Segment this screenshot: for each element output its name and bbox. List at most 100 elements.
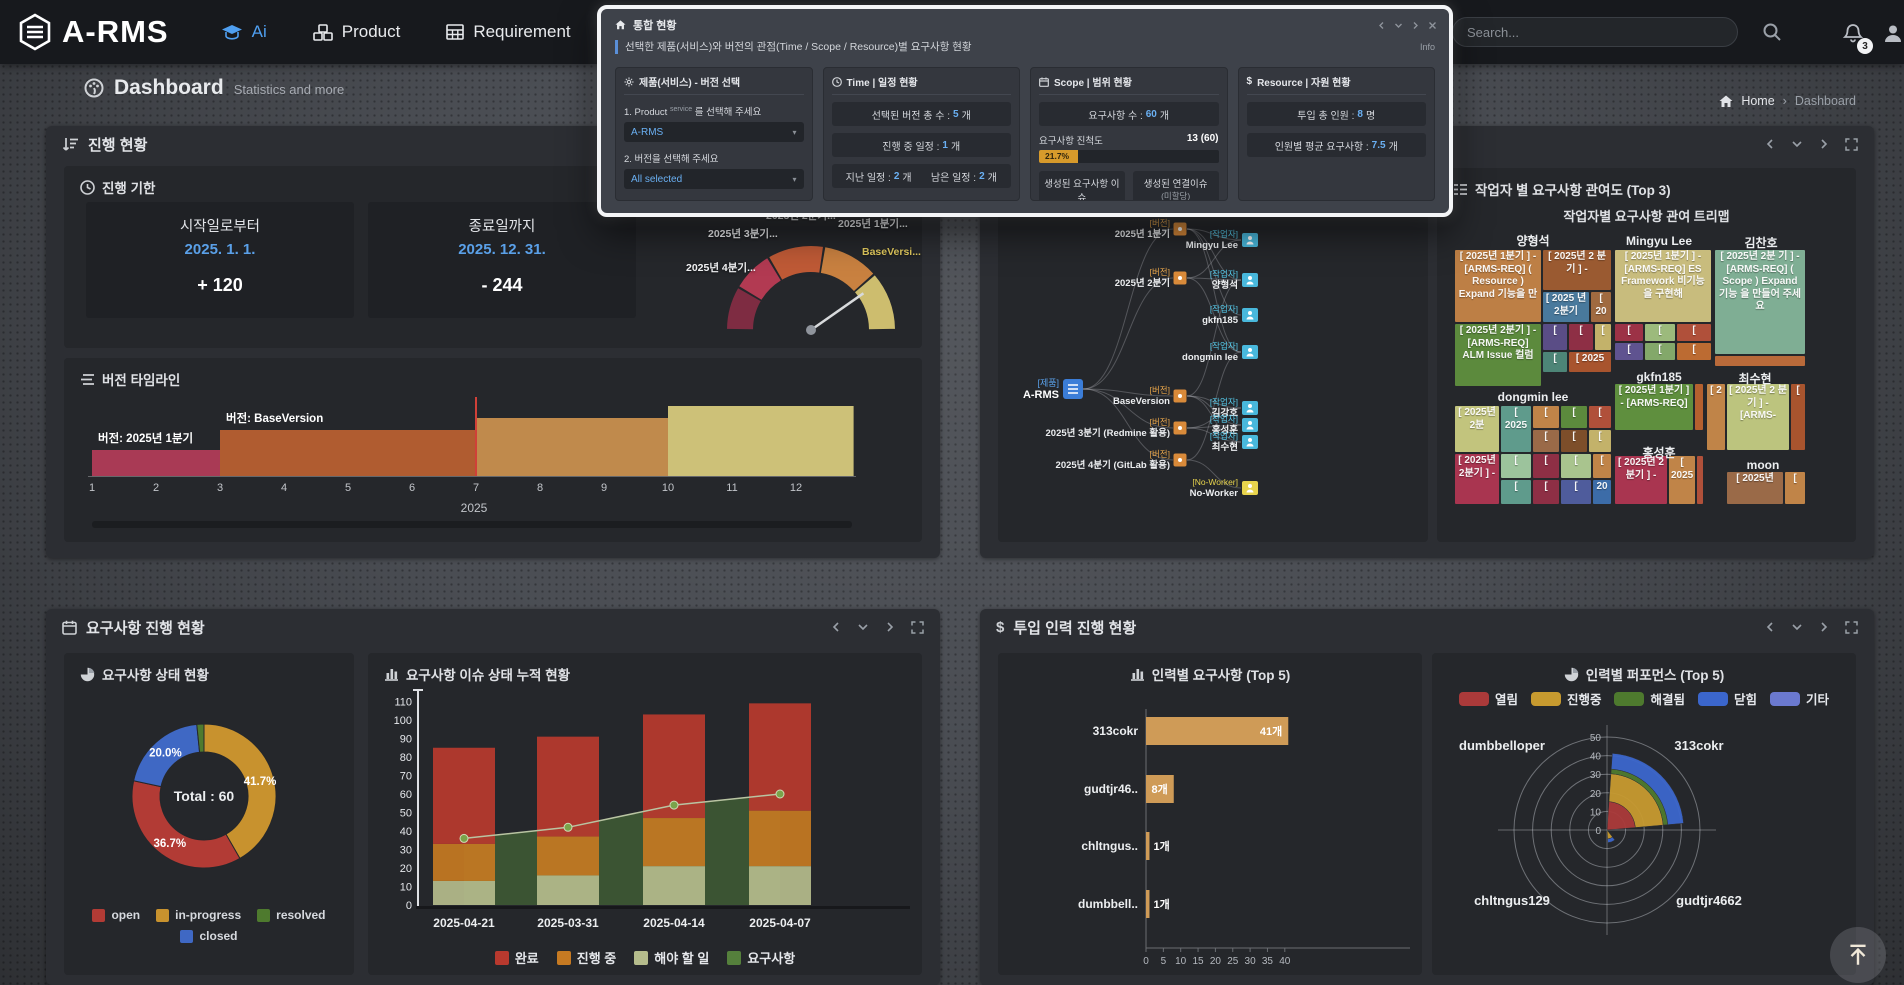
expand-icon[interactable] <box>911 620 924 634</box>
search-input[interactable] <box>1467 24 1723 40</box>
modal-subtitle: 선택한 제품(서비스)와 버전의 관점(Time / Scope / Resou… <box>625 41 972 53</box>
treemap-cell: [ <box>1593 454 1611 478</box>
r-tick-label: 0 <box>1595 826 1601 837</box>
expand-icon[interactable] <box>1845 137 1858 151</box>
bell-icon[interactable] <box>1842 22 1864 44</box>
chevron-right-icon[interactable] <box>1411 21 1420 30</box>
product-select[interactable]: A-RMS ▾ <box>624 122 804 142</box>
scroll-to-top-button[interactable] <box>1830 927 1886 983</box>
y-tick-label: 40 <box>400 826 412 838</box>
progress-fill: 21.7% <box>1039 150 1078 163</box>
value-label: 1개 <box>1153 839 1169 853</box>
breadcrumb-home[interactable]: Home <box>1741 94 1775 108</box>
treemap-cell <box>1715 356 1805 366</box>
chevron-down-icon[interactable] <box>1394 21 1403 30</box>
x-tick-label: 5 <box>1161 956 1167 967</box>
issue-stack-card: 요구사항 이슈 상태 누적 현황 2025-04-21 2025-03-31 202… <box>368 653 922 975</box>
treemap-cell: [ <box>1645 343 1675 360</box>
end-date-value: 2025. 12. 31. <box>458 241 546 258</box>
status-donut-chart: 41.7% 36.7% 20.0% Total : 60 <box>64 691 354 901</box>
treemap-group-label: 홍성훈 <box>1642 446 1676 460</box>
treemap-cell: [ <box>1533 406 1559 428</box>
nav-item-product[interactable]: Product <box>312 22 400 42</box>
stream-icon <box>81 373 94 385</box>
y-tick-label: 50 <box>400 808 412 820</box>
treemap-cell: [ <box>1677 324 1711 341</box>
chevron-left-icon[interactable] <box>830 621 842 633</box>
stack-title: 요구사항 이슈 상태 누적 현황 <box>406 668 571 683</box>
treemap-cell: [ <box>1501 454 1531 478</box>
treemap-cell <box>1695 384 1703 430</box>
start-date-delta: + 120 <box>197 275 243 295</box>
requirement-point <box>459 833 469 843</box>
chevron-down-icon[interactable] <box>857 621 869 633</box>
home-icon <box>615 20 626 30</box>
legend-item: closed <box>180 929 238 943</box>
gauge-label: 2025년 4분기... <box>686 262 756 274</box>
close-icon[interactable] <box>1428 21 1437 30</box>
svg-text:[작업자]: [작업자] <box>1210 431 1238 441</box>
treemap-group-label: dongmin lee <box>1497 390 1569 404</box>
worker-bar <box>1146 890 1150 918</box>
chevron-right-icon[interactable] <box>1818 138 1830 150</box>
scope-card-title: Scope | 범위 현황 <box>1054 78 1132 89</box>
stack-bar-segment <box>749 810 811 867</box>
timeline-scrollbar <box>92 521 852 528</box>
chevron-right-icon[interactable] <box>1818 621 1830 633</box>
svg-text:[작업자]: [작업자] <box>1210 229 1238 239</box>
nav-item-requirement[interactable]: Requirement <box>446 22 571 42</box>
treemap-cell: [ 2025 년 2분기 <box>1543 292 1589 322</box>
search-icon[interactable] <box>1762 22 1782 42</box>
y-tick-label: 60 <box>400 789 412 801</box>
requirement-area <box>464 794 780 905</box>
user-icon[interactable] <box>1882 22 1904 44</box>
notification-badge[interactable]: 3 <box>1857 38 1873 54</box>
svg-text:[작업자]: [작업자] <box>1210 341 1238 351</box>
version-question: 2. 버전을 선택해 주세요 <box>624 154 719 165</box>
treemap-cell: [ <box>1533 480 1559 504</box>
brand-logo[interactable]: A-RMS <box>18 13 169 51</box>
chevron-left-icon[interactable] <box>1377 21 1386 30</box>
version-select[interactable]: All selected ▾ <box>624 169 804 189</box>
value-label: 8개 <box>1152 782 1168 796</box>
treemap-cell: [ <box>1501 480 1531 504</box>
treemap-cell: [ <box>1533 454 1559 478</box>
panel-requirements: 요구사항 진행 현황 요구사항 상태 현황 41.7% 36.7% 20.0% Tot… <box>46 609 940 985</box>
chevron-down-icon[interactable] <box>1791 621 1803 633</box>
linked-issues-box: 생성된 연결이슈(미할당)114 개 ( 0 ) <box>1132 171 1219 200</box>
timeline-title: 버전 타임라인 <box>102 373 181 388</box>
quadrant-label: 313cokr <box>1674 738 1723 753</box>
start-date-value: 2025. 1. 1. <box>184 241 256 258</box>
bar-chart-icon <box>1130 669 1144 681</box>
svg-text:5: 5 <box>345 482 351 494</box>
chevron-right-icon[interactable] <box>884 621 896 633</box>
chevron-left-icon[interactable] <box>1764 621 1776 633</box>
treemap-cell: [ <box>1791 384 1805 450</box>
x-tick-label: 25 <box>1227 956 1239 967</box>
treemap-cell: [ <box>1589 406 1611 428</box>
treemap-cell: [ 2025 <box>1669 456 1695 504</box>
tasks-icon <box>1454 183 1467 195</box>
donut-slice-label: 36.7% <box>153 838 186 850</box>
graduation-cap-icon <box>221 25 242 40</box>
svg-text:11: 11 <box>726 482 737 494</box>
legend-item: 진행중 <box>1530 689 1601 708</box>
nav-item-ai[interactable]: Ai <box>221 22 267 42</box>
end-date-label: 종료일까지 <box>468 219 536 235</box>
performance-polar-chart: 0 10 20 30 40 50 dumbbelloper 313cokr chltngus12… <box>1432 709 1856 975</box>
treemap-cell: [ 2025년 2분기 ] - [ARMS-REQ] ALM Issue 컬럼 <box>1455 324 1541 386</box>
svg-text:2025년 4분기 (GitLab 활용): 2025년 4분기 (GitLab 활용) <box>1056 459 1170 471</box>
progress-block: 요구사항 진척도 13 (60) 21.7% <box>1039 133 1219 163</box>
panel-progress: 진행 현황 진행 기한 시작일로부터 2025. 1. 1. + 120 종료일… <box>46 126 940 558</box>
modal-info-label[interactable]: Info <box>1419 41 1435 52</box>
chevron-down-icon[interactable] <box>1791 138 1803 150</box>
chevron-left-icon[interactable] <box>1764 138 1776 150</box>
panel-controls <box>830 620 924 634</box>
time-card-title: Time | 일정 현황 <box>846 78 918 89</box>
stack-bar-segment <box>643 818 705 867</box>
svg-text:8: 8 <box>537 482 543 494</box>
svg-text:4: 4 <box>281 482 287 494</box>
expand-icon[interactable] <box>1845 620 1858 634</box>
